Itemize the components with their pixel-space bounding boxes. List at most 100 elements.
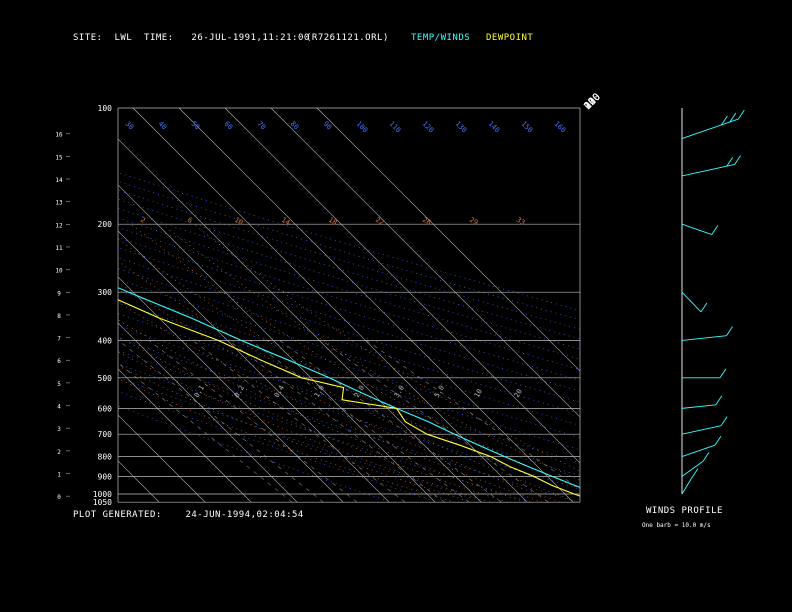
dry-adiabat	[118, 227, 580, 370]
mixing-ratio-label: 1.0	[313, 384, 326, 399]
dry-adiabat	[118, 301, 580, 451]
moist-adiabat	[118, 351, 491, 502]
wind-barb	[681, 425, 722, 435]
time-label: TIME:	[144, 33, 174, 43]
height-tick-label: 6	[57, 358, 61, 365]
dewpoint-line	[118, 299, 580, 497]
height-tick-label: 10	[55, 268, 63, 275]
dry-adiabat	[118, 198, 580, 340]
wind-barb-flag	[720, 416, 728, 426]
pressure-tick-label: 100	[98, 104, 113, 113]
moist-adiabat-label: 14	[280, 216, 291, 227]
moist-adiabat-label: 6	[186, 216, 194, 225]
wind-barb-flag	[702, 452, 710, 462]
pressure-tick-label: 1000	[93, 490, 112, 499]
moist-adiabat-label: 10	[233, 216, 244, 227]
dry-adiabat-label: 150	[520, 120, 535, 135]
site-time-header: SITE: LWL TIME: 26-JUL-1991,11:21:00	[73, 33, 310, 43]
dry-adiabat	[118, 237, 580, 381]
isotherm-line	[118, 230, 390, 502]
isotherm-line	[0, 108, 23, 504]
dry-adiabat	[118, 313, 580, 463]
dry-adiabat-label: 130	[454, 120, 469, 135]
pressure-tick-label: 200	[98, 220, 113, 229]
plot-generated: PLOT GENERATED: 24-JUN-1994,02:04:54	[73, 510, 304, 520]
wind-barb-flag	[714, 435, 722, 446]
legend-dewpoint: DEWPOINT	[486, 33, 534, 43]
height-tick-label: 3	[57, 426, 61, 433]
grid-lines	[0, 107, 581, 504]
file-name: (R7261121.ORL)	[306, 33, 389, 43]
moist-adiabat-label: 2	[139, 216, 147, 225]
wind-barb-flag	[711, 225, 719, 235]
grid-clip	[0, 108, 580, 504]
pressure-tick-label: 400	[98, 336, 113, 345]
isotherm-line	[118, 414, 206, 502]
site-label: SITE:	[73, 33, 103, 43]
height-tick-label: 5	[57, 381, 61, 388]
wind-barb-flag	[719, 368, 727, 379]
mixing-ratio-label: 3.0	[393, 384, 406, 399]
height-tick-label: 1	[57, 472, 61, 479]
wind-barb-flag	[734, 155, 741, 165]
wind-barb-flag	[700, 302, 708, 313]
pressure-tick-label: 900	[98, 472, 113, 481]
wind-barb-flag	[737, 109, 745, 120]
wind-barb-flag	[726, 326, 733, 336]
height-tick-label: 11	[55, 245, 63, 252]
dry-adiabat-label: 100	[355, 120, 370, 135]
mixing-ratio-line	[321, 340, 549, 502]
dry-adiabat	[118, 268, 580, 415]
dry-adiabat-label: 30	[124, 120, 136, 132]
moist-adiabat	[118, 281, 561, 502]
dry-adiabat-label: 40	[157, 120, 169, 132]
mixing-ratio-label: 0.1	[193, 384, 206, 399]
dry-adiabat	[118, 290, 580, 438]
wind-barb	[681, 118, 739, 139]
isotherm-line	[118, 460, 160, 502]
moist-adiabat	[118, 319, 526, 502]
wind-barb	[681, 291, 702, 313]
dry-adiabat	[118, 278, 580, 426]
dry-adiabat	[118, 325, 580, 476]
moist-adiabat	[162, 223, 580, 481]
pressure-tick-label: 300	[98, 288, 113, 297]
mixing-ratio-line	[250, 340, 470, 502]
dry-adiabat	[118, 180, 580, 321]
isotherm-line	[118, 184, 436, 502]
generated-time: 24-JUN-1994,02:04:54	[185, 510, 304, 520]
wind-barb-flag	[729, 112, 737, 123]
moist-adiabat-label: 29	[468, 216, 479, 227]
mixing-ratio-label: 20	[513, 388, 524, 399]
dry-adiabat	[118, 377, 485, 502]
time-value: 26-JUL-1991,11:21:00	[191, 33, 310, 43]
height-tick-label: 12	[55, 222, 63, 229]
dry-adiabat	[118, 172, 580, 311]
height-tick-label: 0	[57, 494, 61, 501]
height-tick-label: 16	[55, 132, 63, 139]
data-series	[118, 287, 580, 497]
moist-adiabat	[130, 223, 580, 490]
dry-adiabat-label: 90	[322, 120, 334, 132]
dry-adiabat-label: 70	[256, 120, 268, 132]
height-tick-label: 9	[57, 290, 61, 297]
wind-barb	[681, 460, 704, 477]
isotherm-line	[118, 276, 344, 502]
dry-adiabat	[118, 257, 580, 403]
isotherm-line	[0, 108, 69, 504]
isotherm-line	[0, 108, 115, 504]
dry-adiabat-label: 120	[421, 120, 436, 135]
moist-adiabat-label: 22	[374, 216, 385, 227]
generated-label: PLOT GENERATED:	[73, 510, 162, 520]
dry-adiabat-label: 60	[223, 120, 235, 132]
dry-adiabat-label: 110	[388, 120, 403, 135]
height-tick-label: 7	[57, 336, 61, 343]
moist-adiabat	[118, 365, 473, 502]
isotherm-line	[118, 138, 482, 502]
moist-adiabat-label: 18	[327, 216, 338, 227]
dry-adiabat	[118, 189, 580, 330]
dry-adiabat	[118, 247, 580, 392]
dry-adiabat-label: 160	[553, 120, 568, 135]
axis-labels: 1002003004005006007008009001000105016151…	[55, 92, 603, 508]
moist-adiabat	[118, 260, 579, 502]
